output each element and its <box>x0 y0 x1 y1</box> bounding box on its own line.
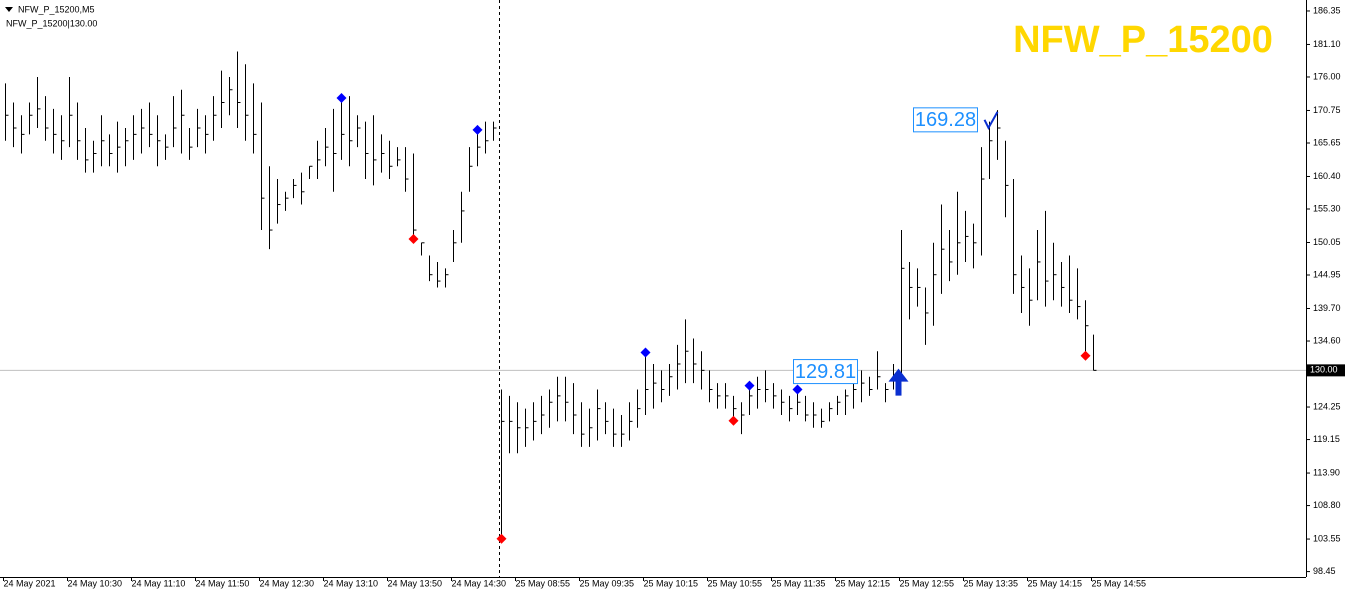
signal-diamond <box>792 384 803 395</box>
x-tick-label: 24 May 10:30 <box>68 578 123 588</box>
indicator-header: NFW_P_15200|130.00 <box>6 18 97 28</box>
x-tick-label: 25 May 12:15 <box>836 578 891 588</box>
signal-label-box <box>793 359 858 385</box>
signal-diamond <box>1080 350 1091 361</box>
x-tick-label: 25 May 10:55 <box>708 578 763 588</box>
y-tick-label: 98.45 <box>1313 566 1336 576</box>
y-tick-label: 150.05 <box>1313 237 1341 247</box>
y-tick-label: 155.30 <box>1313 203 1341 213</box>
y-tick-label: 186.35 <box>1313 5 1341 15</box>
y-tick-label: 108.80 <box>1313 500 1341 510</box>
current-price-label: 130.00 <box>1310 365 1338 375</box>
signal-diamond <box>408 233 419 244</box>
x-tick-label: 24 May 13:10 <box>324 578 379 588</box>
x-tick-label: 25 May 11:35 <box>772 578 826 588</box>
check-mark <box>983 111 999 130</box>
y-tick-label: 144.95 <box>1313 269 1341 279</box>
y-tick-label: 181.10 <box>1313 39 1341 49</box>
x-tick-label: 25 May 13:35 <box>964 578 1019 588</box>
y-tick-label: 176.00 <box>1313 71 1341 81</box>
signal-diamond <box>472 124 483 135</box>
y-tick-label: 119.15 <box>1313 434 1340 444</box>
x-tick-label: 24 May 12:30 <box>260 578 315 588</box>
y-tick-label: 139.70 <box>1313 303 1341 313</box>
y-tick-label: 113.90 <box>1313 467 1340 477</box>
signal-label-box <box>913 107 978 133</box>
x-tick-label: 24 May 11:10 <box>132 578 186 588</box>
x-tick-label: 25 May 12:55 <box>900 578 955 588</box>
current-price-box <box>1307 364 1345 377</box>
y-tick-label: 103.55 <box>1313 533 1341 543</box>
buy-arrow <box>888 368 909 396</box>
x-tick-label: 25 May 14:55 <box>1092 578 1147 588</box>
x-tick-label: 25 May 14:15 <box>1028 578 1083 588</box>
x-tick-label: 25 May 09:35 <box>580 578 635 588</box>
chart-title: NFW_P_15200 <box>1013 19 1273 61</box>
symbol-header: NFW_P_15200,M5 <box>18 4 95 14</box>
y-tick-label: 165.65 <box>1313 137 1341 147</box>
y-tick-label: 170.75 <box>1313 105 1341 115</box>
x-tick-label: 24 May 11:50 <box>196 578 250 588</box>
y-tick-label: 134.60 <box>1313 335 1341 345</box>
x-tick-label: 24 May 13:50 <box>388 578 443 588</box>
menu-arrow[interactable] <box>5 7 13 12</box>
x-tick-label: 25 May 08:55 <box>516 578 571 588</box>
signal-diamond <box>336 93 347 104</box>
x-tick-label: 24 May 14:30 <box>452 578 507 588</box>
x-tick-label: 24 May 2021 <box>4 578 56 588</box>
y-tick-label: 160.40 <box>1313 171 1341 181</box>
signal-label: 169.28 <box>915 109 976 131</box>
signal-diamond <box>640 347 651 358</box>
y-tick-label: 124.25 <box>1313 401 1341 411</box>
signal-diamond <box>728 415 739 426</box>
signal-label: 129.81 <box>795 361 856 383</box>
signal-diamond <box>744 380 755 391</box>
x-tick-label: 25 May 10:15 <box>644 578 699 588</box>
signal-diamond <box>496 533 507 544</box>
